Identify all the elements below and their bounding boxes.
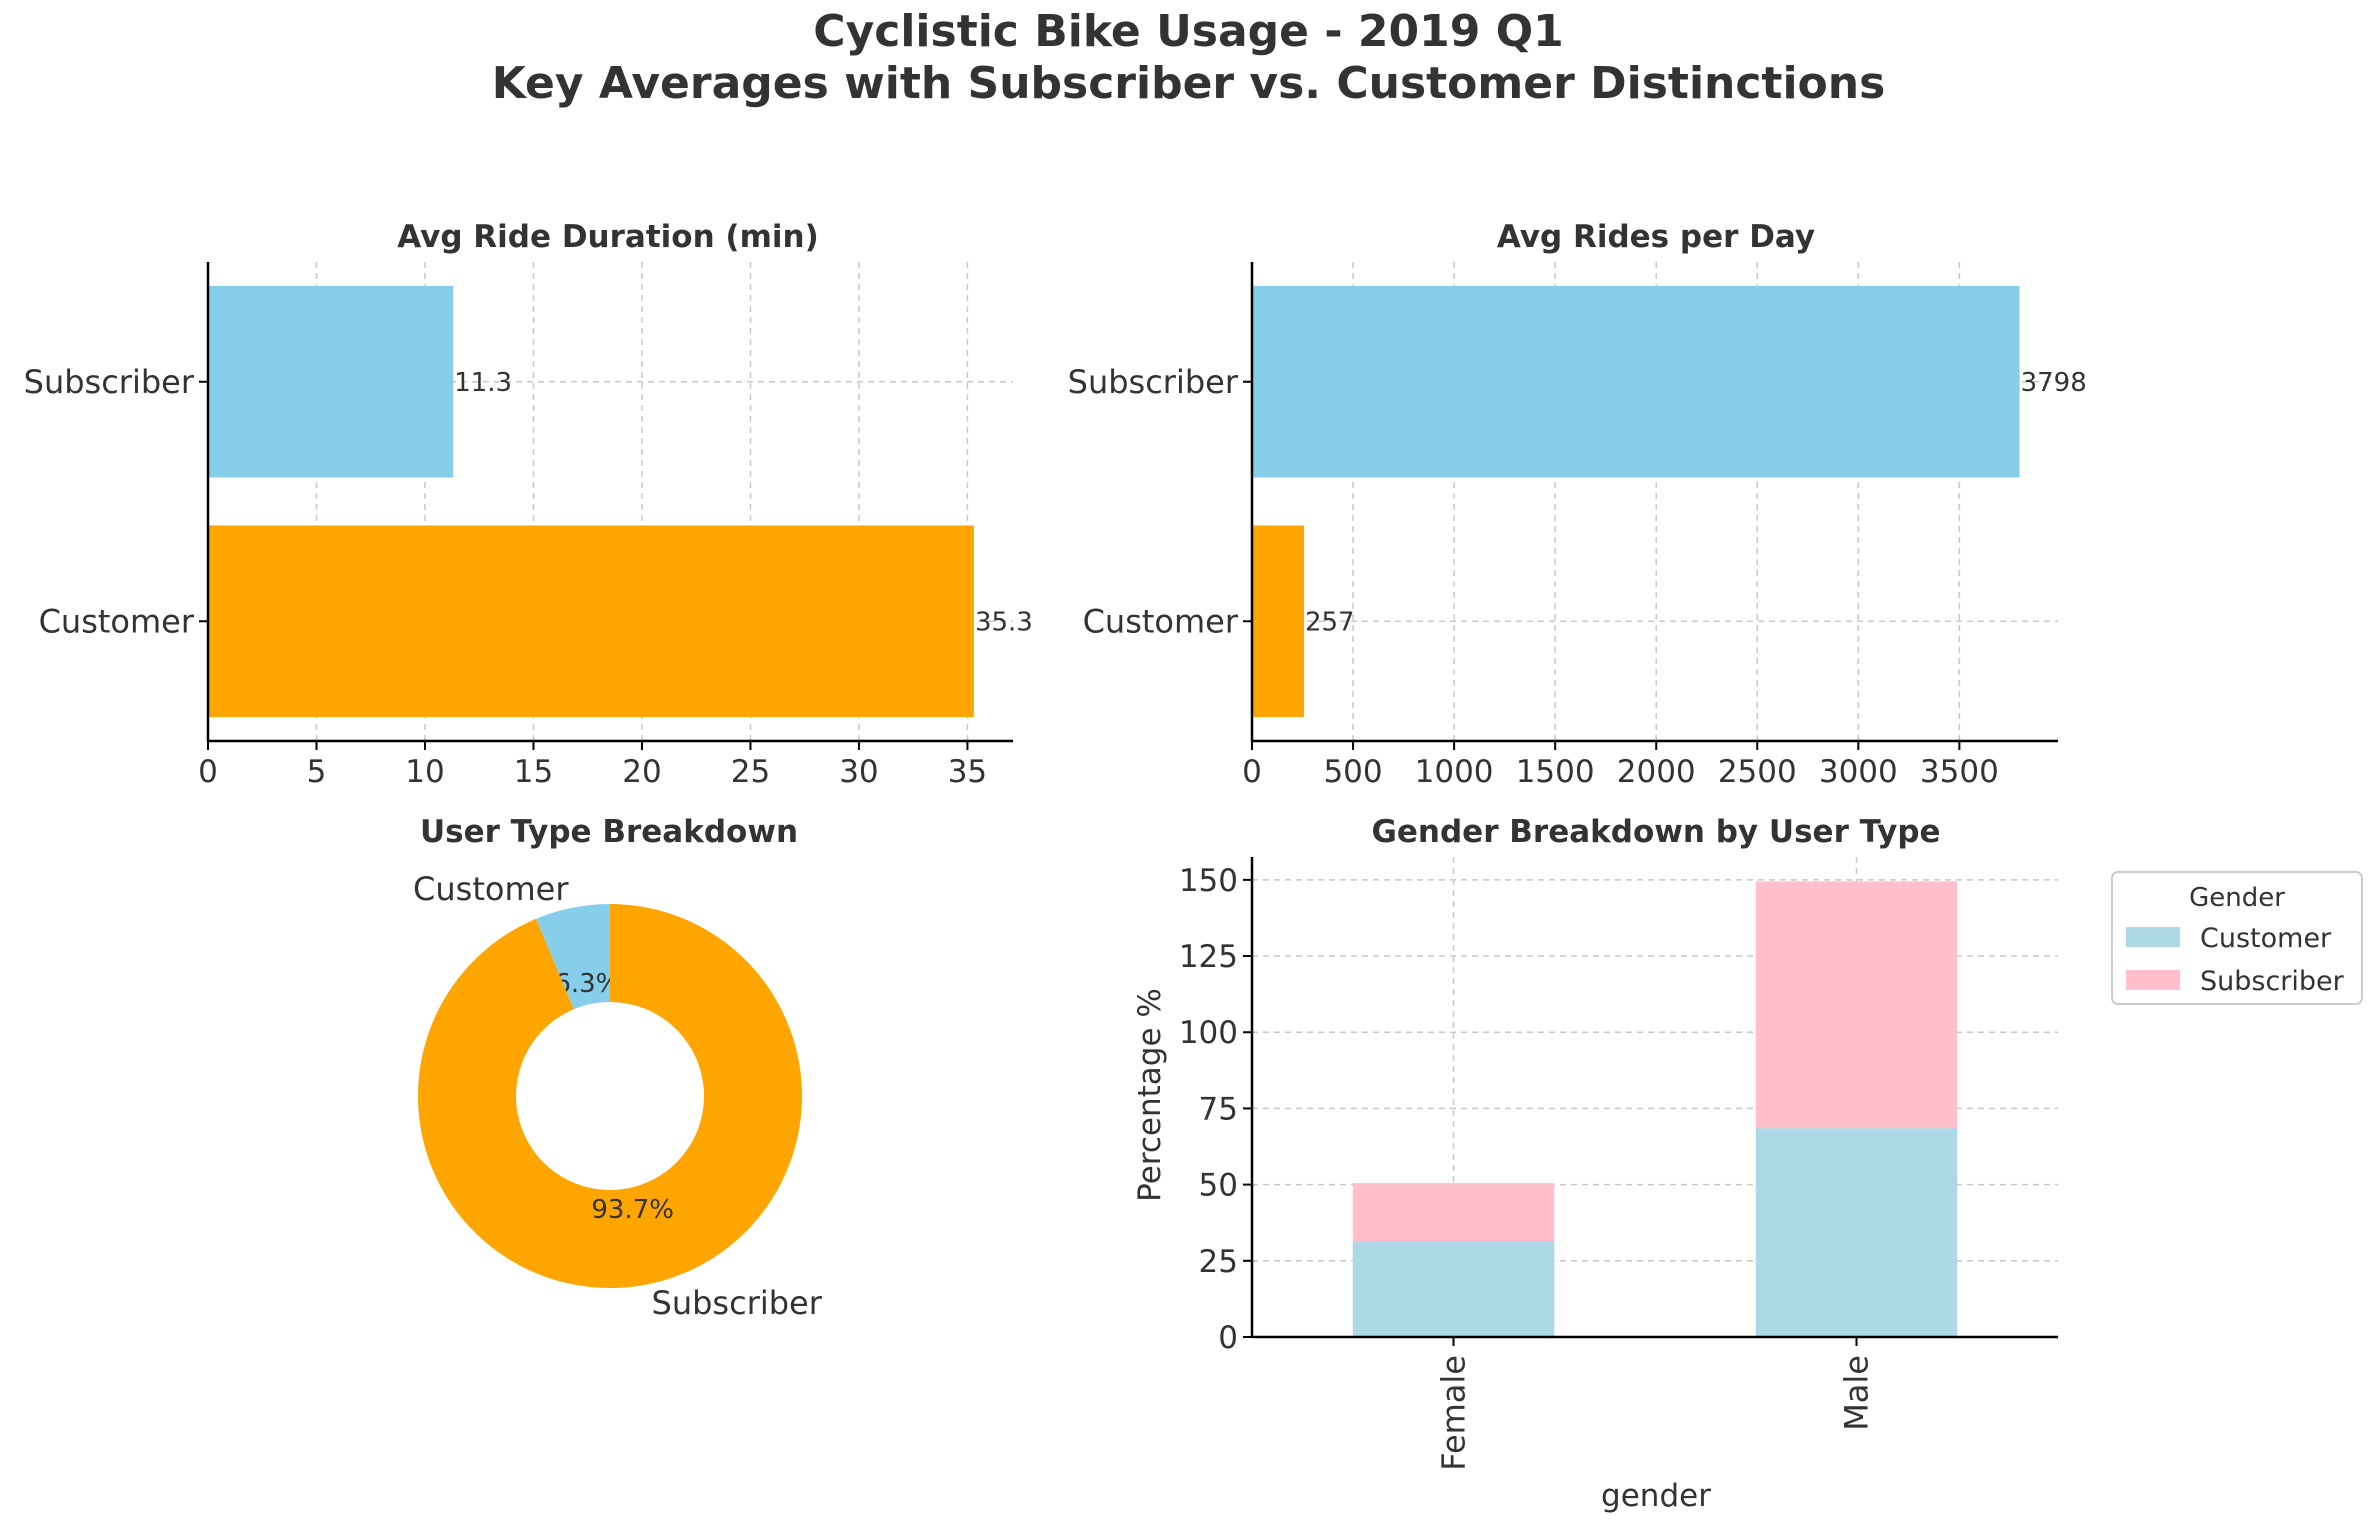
duration-xtick-label-6: 30 [839, 754, 878, 790]
rides-xtick-label-7: 3500 [1920, 754, 1999, 790]
donut-label-customer: Customer [413, 870, 569, 908]
rides-bars: 3798 257 [1252, 285, 2087, 718]
gender-ytick-label-4: 100 [1179, 1015, 1238, 1051]
duration-xtick-label-2: 10 [405, 754, 444, 790]
duration-chart-title: Avg Ride Duration (min) [397, 219, 819, 255]
gender-bar-male-subscriber [1755, 881, 1958, 1129]
gender-bars [1352, 881, 1958, 1337]
usertype-chart: User Type Breakdown Customer6.3%Subscrib… [413, 814, 823, 1322]
legend-swatch-subscriber [2126, 970, 2180, 990]
rides-value-label-subscriber: 3798 [2021, 368, 2087, 398]
figure-title: Cyclistic Bike Usage - 2019 Q1 Key Avera… [0, 6, 2377, 110]
legend-swatch-customer [2126, 927, 2180, 947]
gender-chart: Gender Breakdown by User Type Female Male… [1132, 814, 2363, 1514]
rides-xtick-label-0: 0 [1242, 754, 1262, 790]
duration-bars: 11.3 35.3 [208, 285, 1033, 718]
gender-ytick-label-5: 125 [1179, 939, 1238, 975]
gender-ytick-label-2: 50 [1199, 1168, 1238, 1204]
duration-ytick-label-subscriber: Subscriber [24, 363, 195, 401]
rides-xtick-label-3: 1500 [1516, 754, 1595, 790]
rides-chart-title: Avg Rides per Day [1497, 219, 1815, 255]
gender-bar-female-customer [1352, 1241, 1555, 1337]
gender-xlabel: gender [1601, 1478, 1711, 1514]
duration-xtick-label-0: 0 [198, 754, 218, 790]
legend-label-subscriber: Subscriber [2200, 966, 2345, 997]
rides-xtick-label-4: 2000 [1617, 754, 1696, 790]
rides-ytick-label-customer: Customer [1083, 602, 1239, 640]
donut-slice-customer [535, 904, 610, 1010]
duration-xtick-label-7: 35 [948, 754, 987, 790]
duration-xtick-label-1: 5 [307, 754, 327, 790]
duration-value-label-customer: 35.3 [975, 607, 1033, 637]
figure-title-line1: Cyclistic Bike Usage - 2019 Q1 [813, 6, 1564, 57]
duration-xtick-label-4: 20 [622, 754, 661, 790]
rides-bar-subscriber [1252, 285, 2020, 478]
legend-label-customer: Customer [2200, 923, 2332, 954]
gender-xtick-label-male: Male [1838, 1355, 1876, 1431]
gender-ytick-label-0: 0 [1218, 1320, 1238, 1356]
duration-ytick-label-customer: Customer [39, 602, 195, 640]
donut-pct-subscriber: 93.7% [591, 1195, 674, 1225]
rides-xtick-label-5: 2500 [1718, 754, 1797, 790]
gender-chart-title: Gender Breakdown by User Type [1371, 814, 1940, 850]
usertype-chart-title: User Type Breakdown [420, 814, 798, 850]
duration-xtick-label-5: 25 [731, 754, 770, 790]
gender-axes: Female Male 0 25 50 75 100 125 150 [1179, 857, 2058, 1471]
legend-items: Customer Subscriber [2126, 923, 2345, 997]
gender-xtick-label-female: Female [1435, 1355, 1473, 1471]
rides-value-label-customer: 257 [1305, 607, 1355, 637]
rides-xtick-label-2: 1000 [1415, 754, 1494, 790]
gender-ytick-label-6: 150 [1179, 863, 1238, 899]
gender-bar-female-subscriber [1352, 1183, 1555, 1241]
rides-chart: Avg Rides per Day 3798 257 Subscriber Cust… [1068, 219, 2087, 790]
duration-xtick-label-3: 15 [514, 754, 553, 790]
rides-ytick-label-subscriber: Subscriber [1068, 363, 1239, 401]
rides-xtick-label-6: 3000 [1819, 754, 1898, 790]
gender-ylabel: Percentage % [1132, 988, 1168, 1202]
figure-title-line2: Key Averages with Subscriber vs. Custome… [491, 58, 1886, 109]
duration-bar-customer [208, 525, 974, 718]
gender-bar-male-customer [1755, 1128, 1958, 1337]
rides-xtick-label-1: 500 [1323, 754, 1382, 790]
duration-axes: Subscriber Customer 0 5 10 15 20 25 30 35 [24, 262, 1013, 790]
gender-legend: Gender Customer Subscriber [2111, 871, 2363, 1005]
rides-axes: Subscriber Customer 0 500 1000 1500 2000 2500 30… [1068, 262, 2058, 790]
duration-bar-subscriber [208, 285, 454, 478]
gender-ytick-label-1: 25 [1199, 1244, 1238, 1280]
donut-slice-subscriber [418, 904, 803, 1288]
duration-value-label-subscriber: 11.3 [454, 368, 512, 398]
legend-title: Gender [2189, 883, 2285, 913]
donut-label-subscriber: Subscriber [652, 1284, 823, 1322]
gender-ytick-label-3: 75 [1199, 1091, 1238, 1127]
duration-chart: Avg Ride Duration (min) 11.3 35.3 Subscri… [24, 219, 1033, 790]
rides-bar-customer [1252, 525, 1304, 718]
